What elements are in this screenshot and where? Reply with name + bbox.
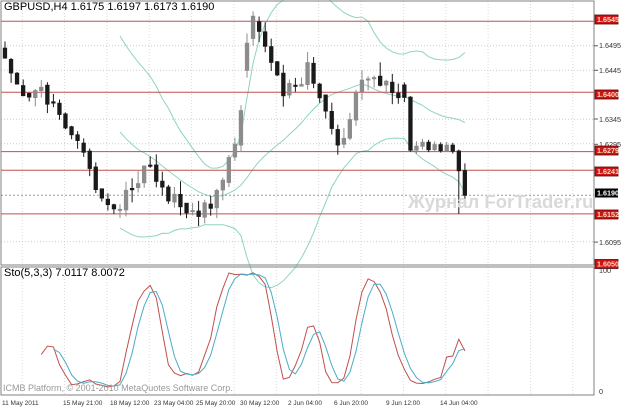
svg-text:ICMB Platform, © 2001-2010 Met: ICMB Platform, © 2001-2010 MetaQuotes So… (3, 383, 233, 393)
svg-text:1.6190: 1.6190 (597, 188, 619, 197)
svg-text:15 May 21:00: 15 May 21:00 (63, 400, 103, 407)
svg-text:1.6495: 1.6495 (599, 41, 621, 50)
svg-text:2 Jun 04:00: 2 Jun 04:00 (288, 400, 322, 407)
svg-text:Журнал ForTrader.ru: Журнал ForTrader.ru (407, 191, 593, 212)
svg-text:30 May 12:00: 30 May 12:00 (240, 400, 280, 407)
svg-text:11 May 2011: 11 May 2011 (2, 400, 39, 407)
svg-text:14 Jun 04:00: 14 Jun 04:00 (440, 400, 478, 407)
svg-text:6 Jun 20:00: 6 Jun 20:00 (334, 400, 368, 407)
svg-text:GBPUSD,H4 1.6175 1.6197 1.617: GBPUSD,H4 1.6175 1.6197 1.6173 1.6190 (4, 1, 214, 13)
svg-text:Sto(5,3,3) 7.0117 8.0072: Sto(5,3,3) 7.0117 8.0072 (4, 267, 125, 279)
svg-text:1.6152: 1.6152 (597, 210, 619, 219)
svg-text:18 May 12:00: 18 May 12:00 (110, 400, 150, 407)
svg-text:1.6545: 1.6545 (597, 15, 619, 24)
svg-text:1.6345: 1.6345 (599, 115, 621, 124)
svg-text:100: 100 (599, 266, 611, 275)
svg-text:1.6400: 1.6400 (597, 90, 619, 99)
svg-text:1.6241: 1.6241 (597, 167, 619, 176)
svg-text:1.6095: 1.6095 (599, 238, 621, 247)
svg-text:9 Jun 12:00: 9 Jun 12:00 (386, 400, 420, 407)
svg-text:0: 0 (599, 387, 603, 396)
svg-text:23 May 04:00: 23 May 04:00 (154, 400, 194, 407)
svg-text:1.6445: 1.6445 (599, 66, 621, 75)
svg-text:25 May 20:00: 25 May 20:00 (196, 400, 236, 407)
svg-text:1.6279: 1.6279 (597, 146, 619, 155)
